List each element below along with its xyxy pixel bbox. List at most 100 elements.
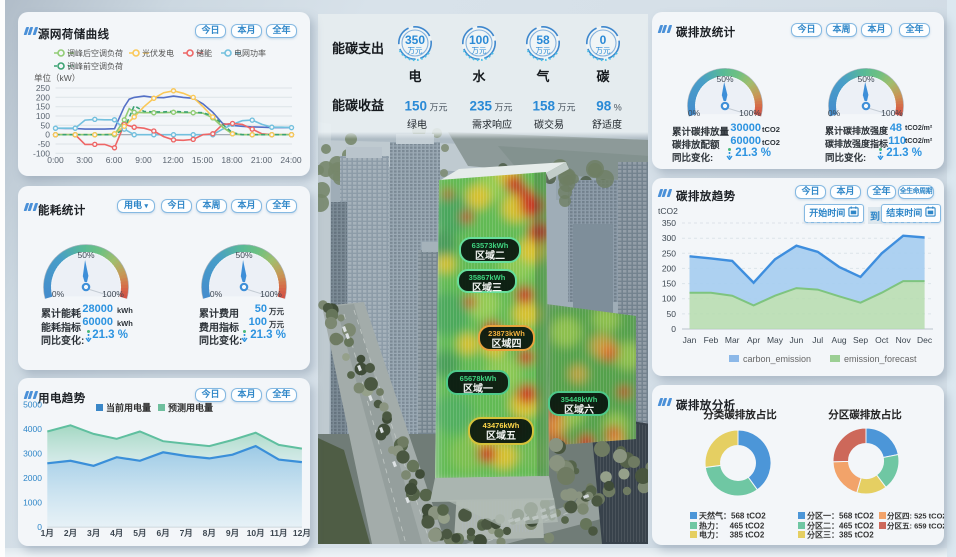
svg-text:0%: 0%	[52, 289, 65, 299]
svg-text:Mar: Mar	[725, 335, 740, 345]
svg-text:Sep: Sep	[853, 335, 868, 345]
svg-text:100%: 100%	[102, 289, 124, 299]
svg-text:调峰后空调负荷: 调峰后空调负荷	[67, 48, 123, 58]
svg-text:Feb: Feb	[704, 335, 719, 345]
svg-text:150: 150	[662, 279, 676, 289]
svg-text:电力： 385 tCO2: 电力： 385 tCO2	[699, 530, 765, 540]
svg-text:储能: 储能	[196, 48, 212, 58]
svg-text:100: 100	[36, 111, 50, 121]
svg-text:15:00: 15:00	[192, 155, 214, 165]
svg-text:7月: 7月	[180, 528, 193, 538]
svg-text:100%: 100%	[739, 108, 761, 118]
svg-text:5000: 5000	[23, 400, 42, 410]
svg-text:6:00: 6:00	[106, 155, 123, 165]
svg-text:50: 50	[667, 309, 677, 319]
svg-text:分区五: 659 tCO2: 分区五: 659 tCO2	[887, 521, 944, 531]
svg-text:250: 250	[36, 83, 50, 93]
svg-text:12月: 12月	[293, 528, 310, 538]
svg-text:Jun: Jun	[790, 335, 804, 345]
svg-text:万元: 万元	[472, 46, 487, 55]
svg-text:0%: 0%	[688, 108, 701, 118]
svg-text:碳: 碳	[596, 69, 610, 84]
svg-text:单位（kW）: 单位（kW）	[34, 73, 80, 83]
svg-text:能碳收益: 能碳收益	[332, 98, 384, 113]
svg-text:水: 水	[472, 69, 486, 84]
svg-text:50: 50	[41, 120, 51, 130]
svg-text:Jul: Jul	[812, 335, 823, 345]
svg-text:电网功率: 电网功率	[234, 48, 266, 58]
svg-text:50%: 50%	[716, 74, 733, 84]
svg-text:分区一：568 tCO2: 分区一：568 tCO2	[807, 511, 874, 521]
svg-text:18:00: 18:00	[221, 155, 243, 165]
svg-text:0: 0	[37, 522, 42, 532]
svg-text:0:00: 0:00	[47, 155, 64, 165]
svg-text:6月: 6月	[156, 528, 169, 538]
svg-text:-50: -50	[38, 139, 51, 149]
svg-text:万元: 万元	[536, 46, 551, 55]
svg-text:3:00: 3:00	[76, 155, 93, 165]
svg-text:200: 200	[662, 263, 676, 273]
svg-text:1月: 1月	[41, 528, 54, 538]
svg-text:舒适度: 舒适度	[592, 118, 622, 131]
svg-text:万元: 万元	[408, 46, 423, 55]
svg-text:预测用电量: 预测用电量	[168, 402, 213, 413]
svg-text:2月: 2月	[64, 528, 77, 538]
svg-text:98 %: 98 %	[596, 99, 622, 114]
svg-text:能碳支出: 能碳支出	[332, 41, 384, 56]
svg-text:200: 200	[36, 92, 50, 102]
svg-text:电: 电	[408, 69, 421, 84]
svg-text:235 万元: 235 万元	[469, 99, 512, 114]
svg-text:热力： 465 tCO2: 热力： 465 tCO2	[699, 521, 765, 531]
svg-text:0: 0	[671, 324, 676, 334]
svg-text:2000: 2000	[23, 473, 42, 483]
svg-text:3月: 3月	[87, 528, 100, 538]
svg-text:0%: 0%	[210, 289, 223, 299]
svg-text:Jan: Jan	[683, 335, 697, 345]
svg-text:tCO2: tCO2	[658, 206, 678, 216]
svg-text:May: May	[767, 335, 784, 345]
svg-text:10月: 10月	[247, 528, 265, 538]
svg-text:当前用电量: 当前用电量	[106, 402, 151, 413]
svg-text:150: 150	[36, 102, 50, 112]
svg-text:5月: 5月	[133, 528, 146, 538]
svg-text:分区三：385 tCO2: 分区三：385 tCO2	[807, 530, 874, 540]
svg-text:分区四: 525 tCO2: 分区四: 525 tCO2	[887, 511, 944, 521]
svg-text:光伏发电: 光伏发电	[142, 48, 174, 58]
svg-text:carbon_emission: carbon_emission	[743, 354, 811, 364]
svg-text:分区二：465 tCO2: 分区二：465 tCO2	[807, 521, 874, 531]
svg-text:9:00: 9:00	[135, 155, 152, 165]
svg-text:250: 250	[662, 248, 676, 258]
svg-text:调峰前空调负荷: 调峰前空调负荷	[67, 61, 123, 71]
svg-text:Nov: Nov	[896, 335, 912, 345]
svg-text:58: 58	[536, 33, 550, 47]
svg-text:0: 0	[600, 33, 607, 47]
svg-text:9月: 9月	[226, 528, 239, 538]
svg-text:emission_forecast: emission_forecast	[844, 354, 917, 364]
svg-text:150 万元: 150 万元	[404, 99, 447, 114]
svg-text:0: 0	[45, 130, 50, 140]
svg-text:碳交易: 碳交易	[534, 118, 564, 131]
svg-text:100%: 100%	[881, 108, 903, 118]
svg-text:100: 100	[469, 33, 489, 47]
svg-text:8月: 8月	[203, 528, 216, 538]
svg-text:3000: 3000	[23, 449, 42, 459]
svg-text:气: 气	[536, 69, 549, 84]
svg-text:天然气：568 tCO2: 天然气：568 tCO2	[699, 511, 766, 521]
svg-text:300: 300	[662, 233, 676, 243]
svg-text:4月: 4月	[110, 528, 123, 538]
svg-text:11月: 11月	[270, 528, 288, 538]
svg-text:24:00: 24:00	[280, 155, 302, 165]
svg-text:4000: 4000	[23, 424, 42, 434]
svg-text:100%: 100%	[260, 289, 282, 299]
svg-text:Dec: Dec	[917, 335, 933, 345]
svg-text:50%: 50%	[857, 74, 874, 84]
svg-text:0%: 0%	[828, 108, 841, 118]
svg-text:1000: 1000	[23, 498, 42, 508]
svg-text:350: 350	[405, 33, 425, 47]
svg-text:50%: 50%	[77, 250, 94, 260]
svg-text:万元: 万元	[596, 46, 611, 55]
svg-text:Aug: Aug	[832, 335, 847, 345]
svg-text:21:00: 21:00	[251, 155, 273, 165]
svg-text:Apr: Apr	[747, 335, 760, 345]
svg-text:绿电: 绿电	[407, 118, 427, 131]
